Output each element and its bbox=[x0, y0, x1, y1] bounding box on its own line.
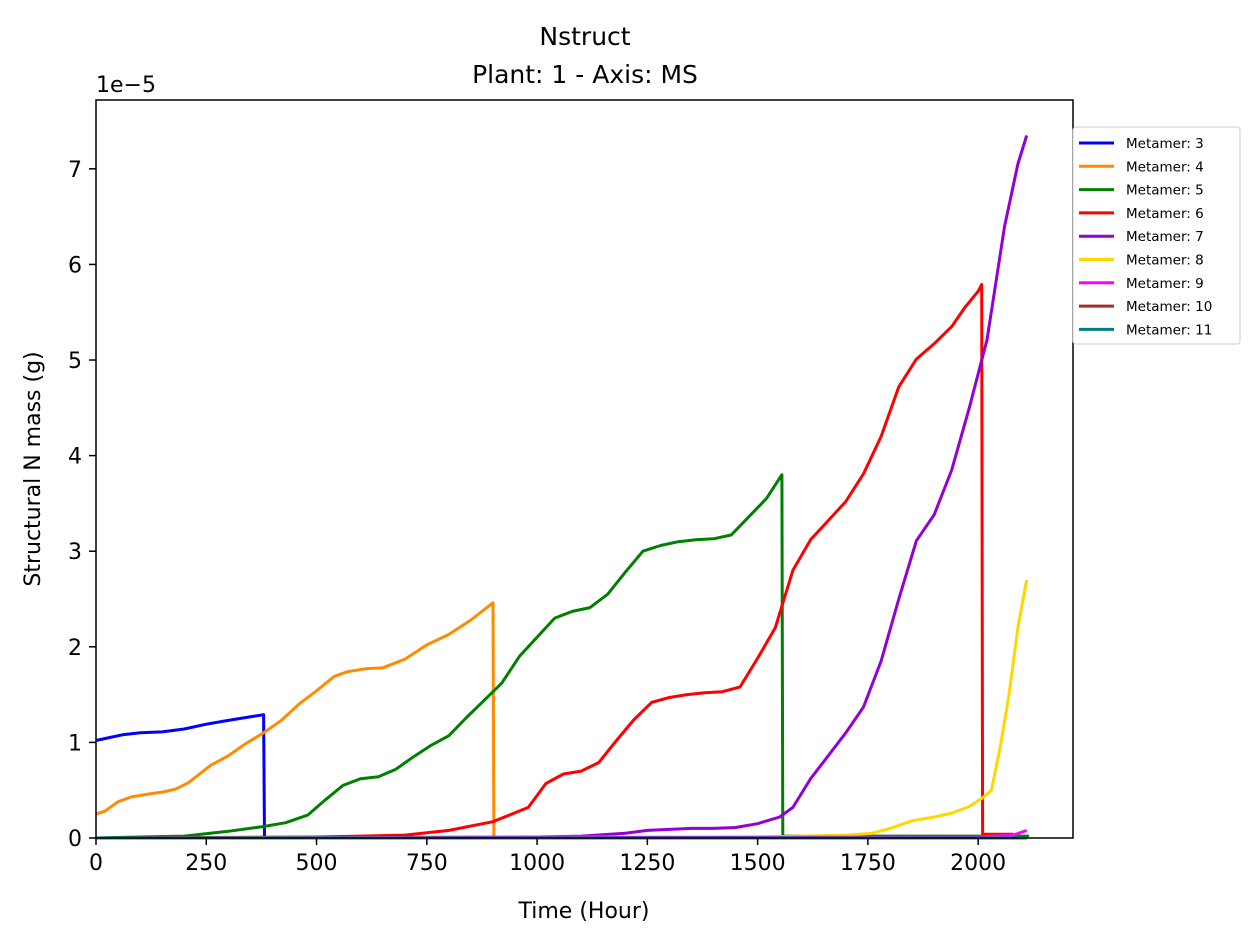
y-tick-label: 2 bbox=[68, 636, 82, 661]
y-tick-label: 6 bbox=[68, 253, 82, 278]
x-tick-label: 750 bbox=[406, 851, 448, 876]
series-line-metamer-3 bbox=[95, 713, 266, 840]
x-tick-label: 2000 bbox=[950, 851, 1006, 876]
x-axis: 0 250 500 750 1000 1250 1500 1750 2000 bbox=[89, 838, 1006, 876]
x-tick-label: 0 bbox=[89, 851, 103, 876]
y-tick-label: 4 bbox=[68, 445, 82, 470]
chart-subtitle: Plant: 1 - Axis: MS bbox=[472, 60, 698, 89]
legend: Metamer: 3 Metamer: 4 Metamer: 5 Metamer: 6… bbox=[1072, 126, 1241, 345]
series-layer bbox=[95, 134, 1029, 840]
y-axis: 0 1 2 3 4 5 6 7 bbox=[68, 158, 96, 852]
legend-label: Metamer: 4 bbox=[1126, 159, 1204, 175]
legend-label: Metamer: 8 bbox=[1126, 253, 1204, 269]
x-tick-label: 500 bbox=[296, 851, 338, 876]
y-tick-label: 3 bbox=[68, 540, 82, 565]
y-tick-label: 5 bbox=[68, 349, 82, 374]
series-line-metamer-4 bbox=[95, 601, 496, 840]
series-line-metamer-7 bbox=[95, 134, 1029, 840]
series-line-metamer-8 bbox=[95, 579, 1029, 840]
x-axis-label: Time (Hour) bbox=[518, 899, 650, 924]
legend-label: Metamer: 5 bbox=[1126, 183, 1204, 199]
legend-label: Metamer: 11 bbox=[1126, 322, 1212, 338]
chart-title: Nstruct bbox=[539, 22, 630, 51]
y-tick-label: 7 bbox=[68, 158, 82, 183]
series-line-metamer-5 bbox=[95, 473, 1029, 840]
series-line-metamer-6 bbox=[95, 283, 1014, 840]
x-tick-label: 250 bbox=[185, 851, 227, 876]
legend-label: Metamer: 7 bbox=[1126, 229, 1204, 245]
legend-label: Metamer: 9 bbox=[1126, 276, 1204, 292]
x-tick-label: 1250 bbox=[619, 851, 675, 876]
legend-label: Metamer: 6 bbox=[1126, 206, 1204, 222]
legend-label: Metamer: 10 bbox=[1126, 299, 1212, 315]
y-tick-label: 0 bbox=[68, 827, 82, 852]
y-axis-label: Structural N mass (g) bbox=[21, 351, 46, 586]
x-tick-label: 1000 bbox=[509, 851, 565, 876]
x-tick-label: 1500 bbox=[730, 851, 786, 876]
y-tick-label: 1 bbox=[68, 731, 82, 756]
plot-area-frame bbox=[95, 99, 1074, 839]
legend-label: Metamer: 3 bbox=[1126, 136, 1204, 152]
y-offset-label: 1e−5 bbox=[96, 73, 156, 98]
legend-frame bbox=[1072, 126, 1241, 345]
x-tick-label: 1750 bbox=[840, 851, 896, 876]
